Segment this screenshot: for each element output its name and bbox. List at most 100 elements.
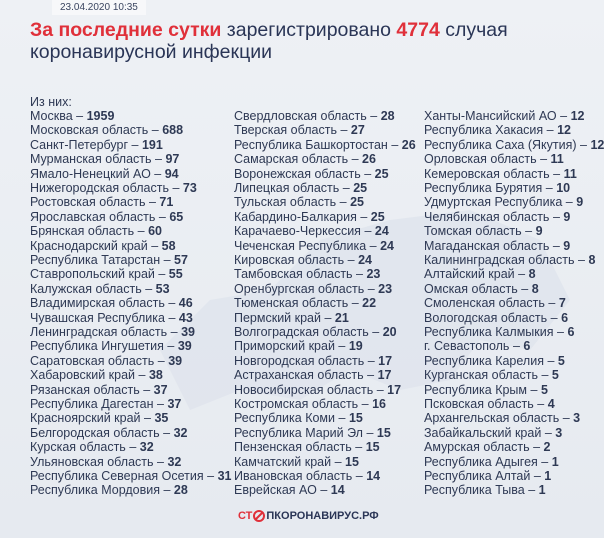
case-count: 17 (377, 368, 392, 383)
region-name: Санкт-Петербург (30, 137, 129, 152)
separator: – (369, 238, 377, 253)
case-count: 9 (563, 238, 571, 253)
case-count: 58 (161, 238, 176, 253)
case-count: 11 (563, 166, 577, 181)
region-name: Республика Адыгея (424, 454, 538, 469)
separator: – (552, 238, 560, 253)
case-count: 32 (173, 425, 188, 440)
region-row: Пермский край – 21 (234, 311, 349, 325)
region-row: Владимирская область – 46 (30, 296, 193, 310)
region-name: Республика Северная Осетия (30, 469, 204, 483)
case-count: 60 (148, 224, 162, 239)
region-row: Липецкая область – 25 (234, 181, 367, 195)
region-row: Забайкальский край – 3 (424, 426, 562, 440)
region-row: Самарская область – 26 (234, 152, 376, 166)
case-count: 8 (528, 267, 536, 282)
region-row: Саратовская область – 39 (30, 354, 182, 368)
region-row: Красноярский край – 35 (30, 411, 168, 425)
case-count: 55 (168, 267, 183, 282)
separator: – (163, 483, 171, 498)
region-row: Костромская область – 16 (234, 397, 386, 411)
region-row: Чувашская Республика – 43 (30, 311, 193, 325)
case-count: 5 (551, 368, 559, 383)
region-name: Брянская область (30, 224, 135, 239)
separator: – (167, 339, 175, 354)
region-row: Омская область – 8 (424, 282, 539, 296)
case-count: 19 (348, 339, 363, 354)
region-name: Республика Крым (424, 382, 528, 397)
region-name: Владимирская область (30, 296, 165, 311)
region-row: Москва – 1959 (30, 109, 114, 123)
case-count: 27 (350, 123, 365, 138)
separator: – (580, 137, 587, 152)
case-count: 43 (178, 310, 193, 325)
separator: – (158, 209, 166, 224)
case-count: 14 (330, 483, 345, 498)
region-row: Республика Алтай – 1 (424, 469, 551, 483)
case-count: 12 (570, 109, 585, 123)
region-row: Кемеровская область – 11 (424, 167, 577, 181)
case-count: 4 (547, 397, 555, 411)
separator: – (550, 310, 558, 325)
region-row: Ростовская область – 71 (30, 195, 173, 209)
region-row: Хабаровский край – 38 (30, 368, 163, 382)
separator: – (351, 296, 359, 311)
separator: – (553, 166, 561, 181)
region-name: Красноярский край (30, 411, 141, 426)
region-name: Самарская область (234, 152, 349, 167)
case-count: 39 (181, 325, 195, 339)
separator: – (552, 209, 560, 224)
region-row: Псковская область – 4 (424, 397, 555, 411)
separator: – (530, 382, 538, 397)
case-count: 7 (558, 296, 566, 311)
region-name: Московская область (30, 123, 149, 138)
region-name: Волгоградская область (234, 325, 369, 339)
region-name: Москва (30, 109, 73, 123)
separator: – (578, 253, 585, 267)
region-name: Нижегородская область (30, 181, 169, 195)
case-count: 1959 (86, 109, 115, 123)
region-row: Республика Коми – 15 (234, 411, 363, 425)
region-name: Кировская область (234, 253, 345, 267)
region-row: Томская область – 9 (424, 224, 543, 238)
region-row: Республика Тыва – 1 (424, 483, 546, 497)
separator: – (137, 224, 145, 239)
separator: – (540, 152, 548, 167)
separator: – (364, 224, 372, 239)
region-name: Тюменская область (234, 296, 349, 311)
separator: – (512, 339, 520, 354)
title-text: случая (445, 19, 508, 41)
case-count: 9 (535, 224, 543, 239)
separator: – (351, 152, 359, 167)
region-row: Челябинская область – 9 (424, 210, 570, 224)
region-row: Ярославская область – 65 (30, 210, 183, 224)
separator: – (518, 267, 526, 282)
region-name: Хабаровский край (30, 368, 136, 383)
case-count: 17 (378, 353, 393, 368)
region-name: Магаданская область (424, 238, 550, 253)
region-row: Республика Крым – 5 (424, 383, 548, 397)
case-count: 57 (174, 253, 188, 267)
region-row: Тульская область – 25 (234, 195, 364, 209)
region-name: Псковская область (424, 397, 534, 411)
region-name: Липецкая область (234, 181, 340, 195)
region-name: Ростовская область (30, 195, 146, 210)
region-row: Республика Саха (Якутия) – 12 (424, 138, 604, 152)
region-name: Республика Карелия (424, 353, 544, 368)
case-count: 15 (348, 411, 363, 426)
region-name: Кабардино-Балкария (234, 209, 357, 224)
case-count: 16 (372, 397, 387, 411)
case-count: 6 (523, 339, 531, 354)
region-name: Астраханская область (234, 368, 364, 383)
region-row: Республика Хакасия – 12 (424, 123, 571, 137)
case-count: 22 (362, 296, 377, 311)
case-count: 10 (556, 181, 571, 195)
logo-text: ПКОРОНАВИРУС.РФ (266, 510, 379, 522)
case-count: 191 (141, 137, 163, 152)
case-count: 5 (540, 382, 548, 397)
case-count: 14 (366, 469, 381, 483)
region-name: Пермский край (234, 310, 321, 325)
separator: – (557, 325, 564, 339)
region-row: Новосибирская область – 17 (234, 383, 401, 397)
region-row: Свердловская область – 28 (234, 109, 395, 123)
